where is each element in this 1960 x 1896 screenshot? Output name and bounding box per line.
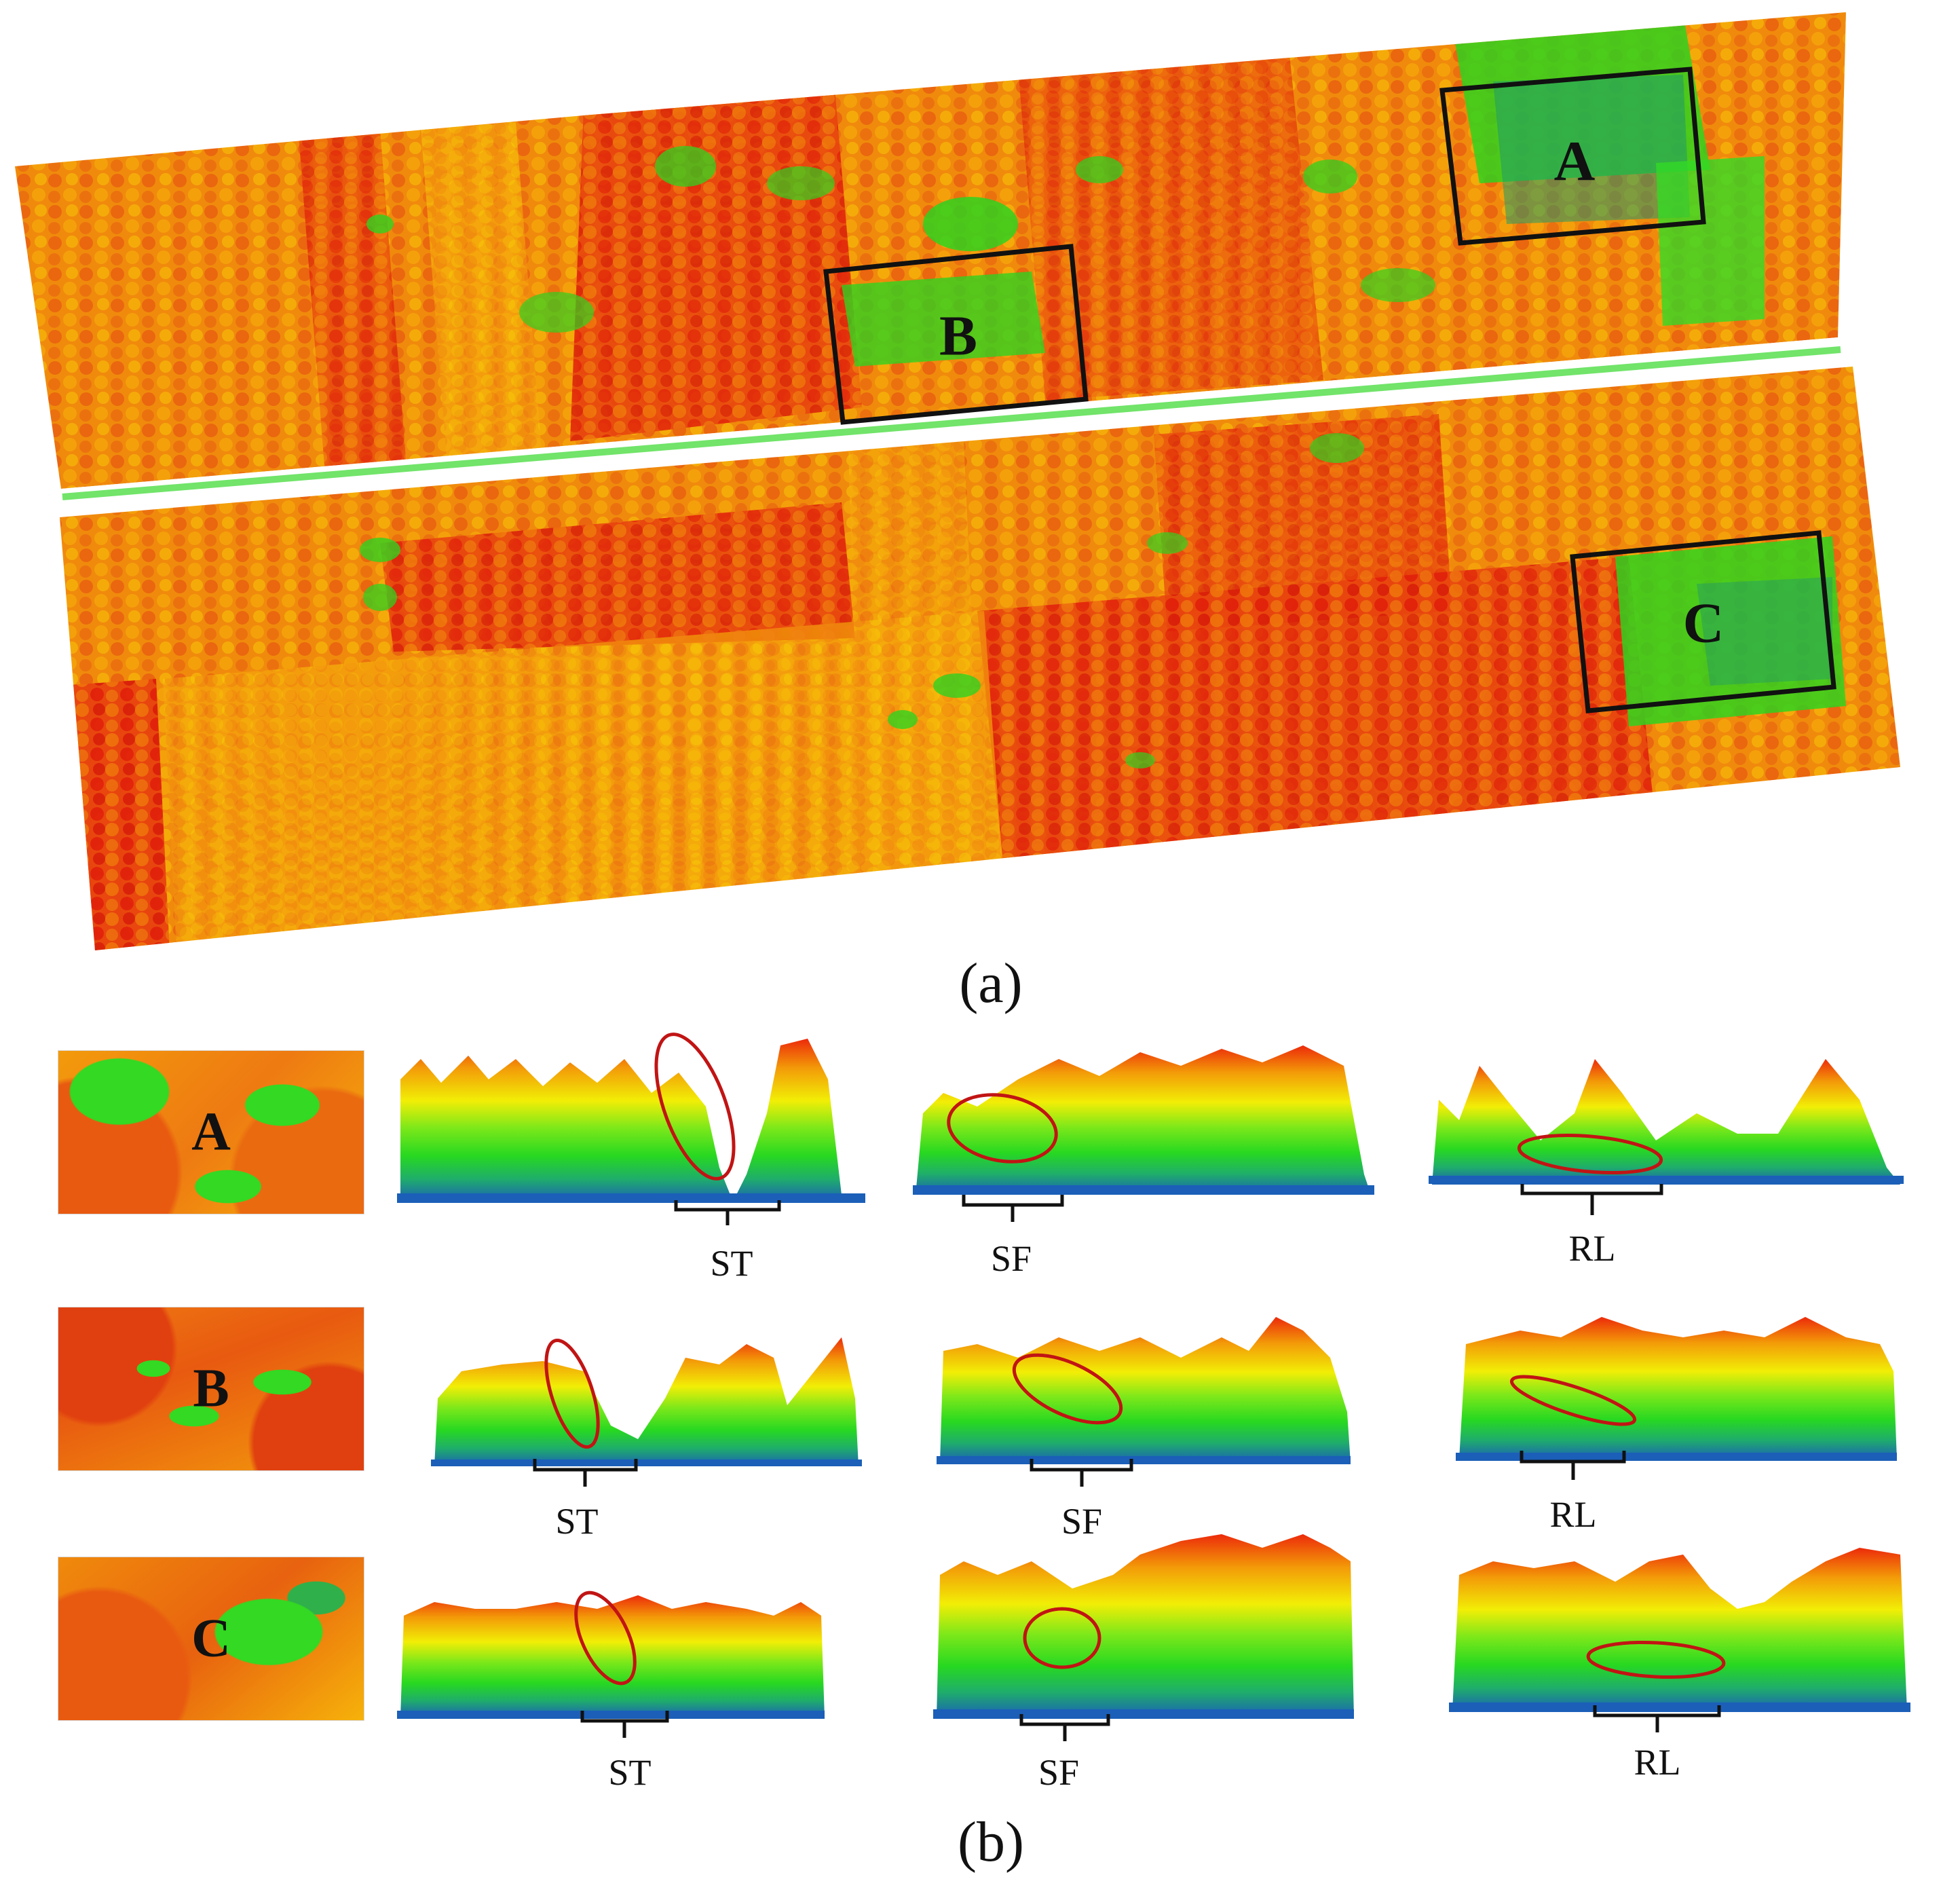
thumbnail-a: A bbox=[58, 1050, 364, 1214]
profiles bbox=[397, 1033, 1910, 1741]
profile-a-st bbox=[400, 1039, 862, 1202]
ellipse-a-sf bbox=[947, 1093, 1058, 1164]
label-b-sf: SF bbox=[1061, 1501, 1103, 1542]
profile-b-rl bbox=[1459, 1317, 1897, 1460]
profile-b-st bbox=[434, 1337, 859, 1466]
ellipse-b-rl bbox=[1509, 1375, 1637, 1426]
bracket-c-rl bbox=[1593, 1705, 1721, 1732]
bracket-a-st bbox=[674, 1200, 781, 1225]
ellipse-c-rl bbox=[1586, 1640, 1726, 1679]
thumbnail-b-label: B bbox=[193, 1358, 229, 1419]
label-a-sf: SF bbox=[990, 1238, 1032, 1279]
ellipse-c-sf bbox=[1023, 1607, 1101, 1669]
bracket-a-sf bbox=[962, 1195, 1064, 1222]
profile-a-sf bbox=[916, 1045, 1371, 1195]
thumbnail-c-label: C bbox=[191, 1608, 231, 1669]
label-c-sf: SF bbox=[1038, 1752, 1080, 1793]
box-b-outline bbox=[823, 244, 1089, 425]
label-b-st: ST bbox=[555, 1501, 599, 1542]
thumbnail-a-label: A bbox=[191, 1102, 231, 1162]
ellipse-b-st bbox=[544, 1338, 600, 1449]
label-c-st: ST bbox=[608, 1752, 652, 1793]
ellipse-c-st bbox=[574, 1591, 637, 1686]
bracket-a-rl bbox=[1520, 1184, 1663, 1215]
box-a-label: A bbox=[1553, 130, 1596, 193]
profile-c-st bbox=[400, 1595, 825, 1717]
ellipse-a-st bbox=[654, 1033, 736, 1181]
profile-c-rl bbox=[1452, 1548, 1907, 1711]
caption-a: (a) bbox=[959, 952, 1023, 1015]
bracket-b-st bbox=[533, 1459, 638, 1487]
bracket-b-rl bbox=[1520, 1451, 1626, 1480]
profile-c-sf bbox=[937, 1534, 1354, 1717]
thumbnail-b: B bbox=[58, 1307, 364, 1471]
ellipse-a-rl bbox=[1517, 1134, 1663, 1174]
bracket-c-sf bbox=[1019, 1714, 1110, 1741]
label-b-rl: RL bbox=[1549, 1494, 1597, 1535]
box-b-label: B bbox=[939, 304, 978, 368]
profile-b-sf bbox=[940, 1317, 1351, 1463]
thumbnail-c: C bbox=[58, 1557, 364, 1721]
label-a-rl: RL bbox=[1568, 1228, 1616, 1269]
label-c-rl: RL bbox=[1634, 1742, 1681, 1783]
bracket-b-sf bbox=[1030, 1459, 1133, 1487]
caption-b: (b) bbox=[958, 1810, 1024, 1874]
box-c-outline bbox=[1570, 530, 1836, 713]
label-a-st: ST bbox=[710, 1243, 753, 1284]
ellipse-b-sf bbox=[1012, 1353, 1123, 1425]
box-c-label: C bbox=[1682, 591, 1725, 655]
box-a-outline bbox=[1439, 67, 1706, 246]
profile-a-rl bbox=[1432, 1059, 1900, 1185]
canopy-height-map bbox=[15, 12, 1900, 950]
bracket-c-st bbox=[580, 1711, 669, 1738]
